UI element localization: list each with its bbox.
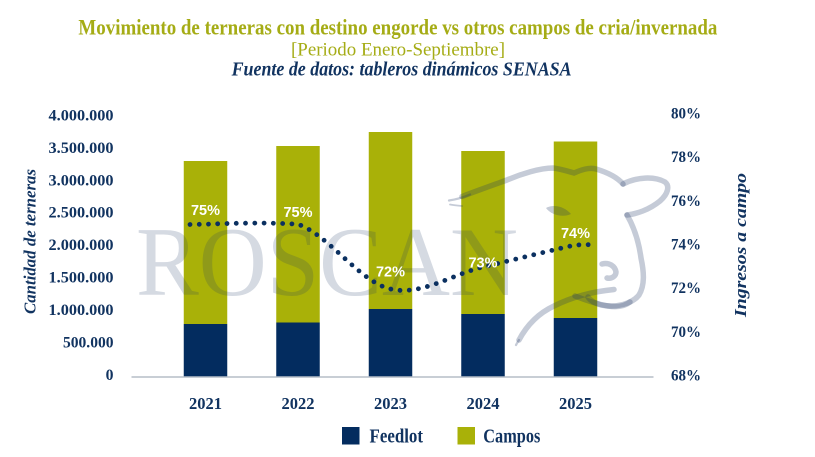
svg-text:3.000.000: 3.000.000 (49, 172, 114, 189)
svg-text:4.000.000: 4.000.000 (49, 107, 114, 124)
svg-text:1.000.000: 1.000.000 (49, 302, 114, 319)
svg-text:78%: 78% (671, 149, 701, 166)
svg-text:75%: 75% (191, 203, 220, 219)
svg-text:[Periodo Enero-Septiembre]: [Periodo Enero-Septiembre] (291, 40, 505, 61)
svg-text:3.500.000: 3.500.000 (49, 140, 114, 157)
svg-text:1.500.000: 1.500.000 (49, 270, 114, 287)
svg-text:2025: 2025 (559, 394, 592, 413)
svg-text:70%: 70% (671, 324, 701, 341)
svg-text:500.000: 500.000 (63, 334, 114, 351)
svg-text:2024: 2024 (467, 394, 500, 413)
svg-text:Ingresos a campo: Ingresos a campo (731, 173, 750, 318)
svg-text:73%: 73% (468, 255, 497, 271)
svg-text:72%: 72% (376, 264, 405, 280)
svg-text:2022: 2022 (282, 394, 315, 413)
svg-text:2021: 2021 (189, 394, 222, 413)
svg-text:Fuente de datos: tableros diná: Fuente de datos: tableros dinámicos SENA… (231, 59, 572, 81)
svg-text:75%: 75% (283, 205, 312, 221)
svg-text:68%: 68% (671, 367, 701, 384)
svg-text:ROSCAN: ROSCAN (136, 208, 518, 317)
svg-text:Feedlot: Feedlot (370, 426, 424, 448)
svg-text:2023: 2023 (374, 394, 407, 413)
svg-text:76%: 76% (671, 193, 701, 210)
svg-text:74%: 74% (561, 226, 590, 242)
svg-text:2.500.000: 2.500.000 (49, 205, 114, 222)
svg-text:2.000.000: 2.000.000 (49, 237, 114, 254)
svg-text:72%: 72% (671, 280, 701, 297)
svg-text:74%: 74% (671, 236, 701, 253)
svg-text:Movimiento de terneras con des: Movimiento de terneras con destino engor… (78, 15, 717, 40)
svg-text:Campos: Campos (483, 426, 540, 448)
svg-text:0: 0 (106, 367, 114, 384)
svg-text:80%: 80% (671, 105, 701, 122)
svg-text:Cantidad de terneras: Cantidad de terneras (21, 169, 40, 314)
